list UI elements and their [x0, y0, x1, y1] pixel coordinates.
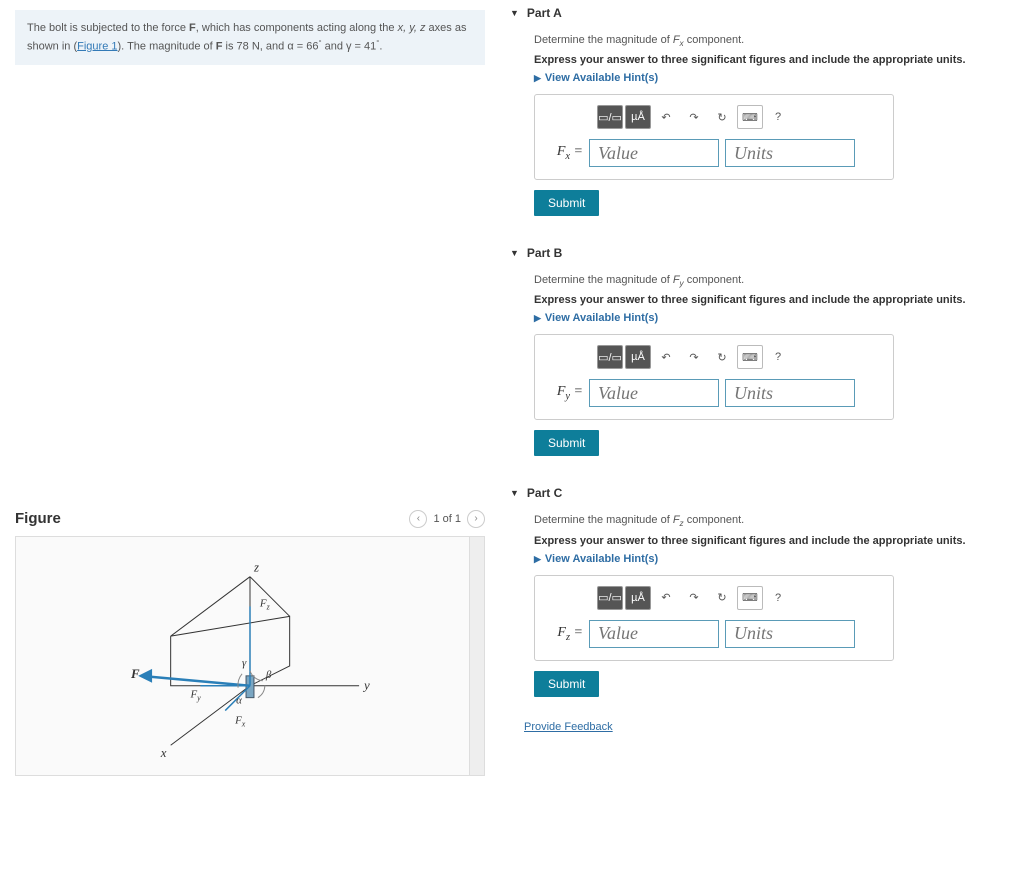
undo-icon[interactable]: ↶	[653, 586, 679, 610]
part-C-hints[interactable]: ▶View Available Hint(s)	[534, 553, 1014, 565]
part-A-header[interactable]: ▼ Part A	[510, 0, 1014, 26]
part-C-submit-button[interactable]: Submit	[534, 671, 599, 697]
figure-next-button[interactable]: ›	[467, 510, 485, 528]
part-A-answer-box: ▭/▭ µÅ ↶ ↷ ↻ ⌨ ? Fx =	[534, 94, 894, 180]
part-B-hints[interactable]: ▶View Available Hint(s)	[534, 312, 1014, 324]
part-title: Part B	[527, 246, 562, 260]
svg-text:Fy: Fy	[189, 688, 201, 702]
undo-icon[interactable]: ↶	[653, 105, 679, 129]
fraction-tool-icon[interactable]: ▭/▭	[597, 586, 623, 610]
svg-text:x: x	[160, 746, 167, 760]
collapse-icon: ▼	[510, 8, 519, 18]
provide-feedback-link[interactable]: Provide Feedback	[524, 721, 1014, 733]
part-B-units-input[interactable]	[725, 379, 855, 407]
part-C-prompt: Determine the magnitude of Fz component.	[534, 514, 1014, 528]
reset-icon[interactable]: ↻	[709, 105, 735, 129]
part-A-submit-button[interactable]: Submit	[534, 190, 599, 216]
reset-icon[interactable]: ↻	[709, 345, 735, 369]
collapse-icon: ▼	[510, 488, 519, 498]
part-A-var-label: Fx =	[547, 144, 583, 162]
part-title: Part C	[527, 486, 562, 500]
figure-prev-button[interactable]: ‹	[409, 510, 427, 528]
redo-icon[interactable]: ↷	[681, 345, 707, 369]
svg-text:α: α	[236, 694, 242, 706]
svg-text:γ: γ	[242, 657, 247, 669]
part-C-express: Express your answer to three significant…	[534, 535, 1014, 547]
keyboard-icon[interactable]: ⌨	[737, 105, 763, 129]
figure-link[interactable]: Figure 1	[77, 40, 117, 52]
svg-text:F: F	[130, 666, 140, 680]
figure-title: Figure	[15, 510, 61, 527]
part-A-units-input[interactable]	[725, 139, 855, 167]
keyboard-icon[interactable]: ⌨	[737, 586, 763, 610]
undo-icon[interactable]: ↶	[653, 345, 679, 369]
part-A-prompt: Determine the magnitude of Fx component.	[534, 34, 1014, 48]
fraction-tool-icon[interactable]: ▭/▭	[597, 105, 623, 129]
figure-image: z y x F Fz Fy Fx α β γ	[15, 536, 485, 776]
help-icon[interactable]: ?	[765, 586, 791, 610]
svg-text:y: y	[362, 678, 370, 692]
part-B-express: Express your answer to three significant…	[534, 294, 1014, 306]
part-B-answer-box: ▭/▭ µÅ ↶ ↷ ↻ ⌨ ? Fy =	[534, 334, 894, 420]
symbols-tool-icon[interactable]: µÅ	[625, 345, 651, 369]
help-icon[interactable]: ?	[765, 345, 791, 369]
symbols-tool-icon[interactable]: µÅ	[625, 105, 651, 129]
part-C-header[interactable]: ▼ Part C	[510, 480, 1014, 506]
svg-text:β: β	[265, 668, 272, 680]
part-A-value-input[interactable]	[589, 139, 719, 167]
symbols-tool-icon[interactable]: µÅ	[625, 586, 651, 610]
part-title: Part A	[527, 6, 562, 20]
redo-icon[interactable]: ↷	[681, 586, 707, 610]
part-C-units-input[interactable]	[725, 620, 855, 648]
part-C-var-label: Fz =	[547, 625, 583, 643]
keyboard-icon[interactable]: ⌨	[737, 345, 763, 369]
part-C-value-input[interactable]	[589, 620, 719, 648]
part-C-answer-box: ▭/▭ µÅ ↶ ↷ ↻ ⌨ ? Fz =	[534, 575, 894, 661]
help-icon[interactable]: ?	[765, 105, 791, 129]
redo-icon[interactable]: ↷	[681, 105, 707, 129]
problem-statement: The bolt is subjected to the force F, wh…	[15, 10, 485, 65]
part-B-var-label: Fy =	[547, 384, 583, 402]
svg-text:Fz: Fz	[259, 597, 270, 611]
figure-pager: ‹ 1 of 1 ›	[409, 510, 485, 528]
part-A-express: Express your answer to three significant…	[534, 54, 1014, 66]
part-A-hints[interactable]: ▶View Available Hint(s)	[534, 72, 1014, 84]
part-B-header[interactable]: ▼ Part B	[510, 240, 1014, 266]
figure-pager-label: 1 of 1	[433, 513, 461, 525]
svg-text:Fx: Fx	[234, 714, 246, 728]
svg-text:z: z	[253, 560, 259, 574]
part-B-submit-button[interactable]: Submit	[534, 430, 599, 456]
reset-icon[interactable]: ↻	[709, 586, 735, 610]
part-B-prompt: Determine the magnitude of Fy component.	[534, 274, 1014, 288]
part-B-value-input[interactable]	[589, 379, 719, 407]
fraction-tool-icon[interactable]: ▭/▭	[597, 345, 623, 369]
collapse-icon: ▼	[510, 248, 519, 258]
